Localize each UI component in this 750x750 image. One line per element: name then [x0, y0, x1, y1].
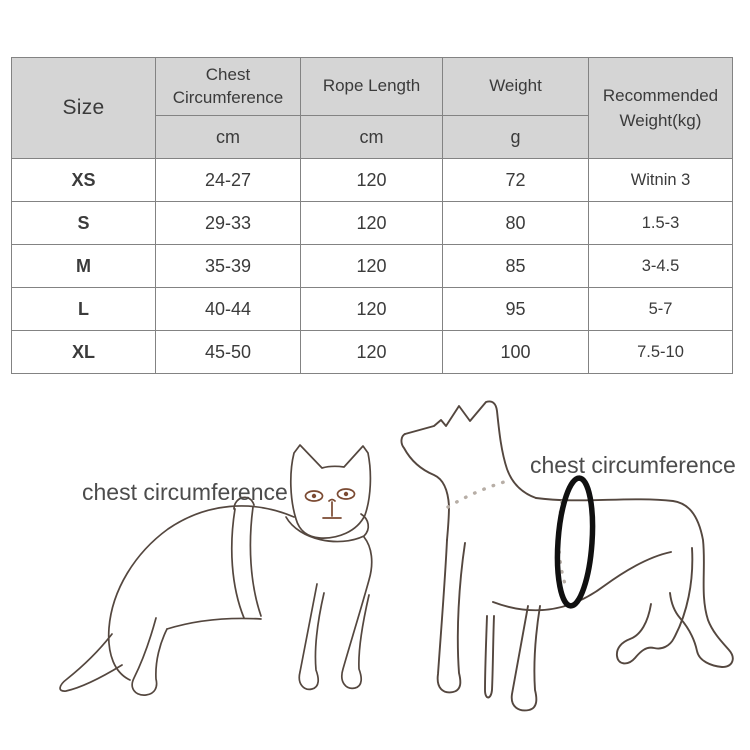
cat-harness-strap — [230, 496, 262, 619]
size-value: L — [11, 287, 156, 331]
recommended-value: 3-4.5 — [588, 244, 733, 288]
dog-neck-dotted-line — [446, 480, 506, 509]
cat-face — [304, 488, 356, 519]
unit-weight-g: g — [442, 115, 589, 159]
dog-belly-line — [492, 551, 672, 612]
cat-harness-collar — [285, 513, 370, 543]
cat-hind-leg — [131, 617, 168, 696]
cat-right-eye — [336, 488, 356, 500]
chest-value: 45-50 — [155, 330, 301, 374]
rope-value: 120 — [300, 201, 443, 245]
chest-value: 29-33 — [155, 201, 301, 245]
dog-chest-circumference-label: chest circumference — [530, 452, 736, 478]
cat-left-eye — [304, 490, 324, 502]
recommended-value: Witnin 3 — [588, 158, 733, 202]
header-row-units: cm cm g — [12, 115, 733, 159]
dog-head-outline — [404, 400, 537, 499]
cat-belly-line — [166, 617, 262, 630]
column-header-weight: Weight — [442, 57, 589, 116]
size-chart-table: Size Chest Circumference Rope Length Wei… — [11, 57, 733, 374]
size-value: M — [11, 244, 156, 288]
dog-back-rump-outline — [535, 497, 734, 668]
rope-value: 120 — [300, 244, 443, 288]
weight-value: 72 — [442, 158, 589, 202]
unit-chest-cm: cm — [155, 115, 301, 159]
column-header-chest-circumference: Chest Circumference — [155, 57, 301, 116]
cat-chest-circumference-label: chest circumference — [82, 479, 288, 505]
size-value: XS — [11, 158, 156, 202]
chest-value: 40-44 — [155, 287, 301, 331]
dog-front-leg-far — [510, 605, 541, 712]
cat-front-legs — [298, 536, 373, 691]
cat-nose-mouth — [322, 498, 342, 519]
chest-value: 24-27 — [155, 158, 301, 202]
dog-front-leg-near — [436, 539, 466, 694]
column-header-size: Size — [11, 57, 156, 159]
cat-right-pupil — [343, 491, 349, 497]
weight-value: 95 — [442, 287, 589, 331]
size-value: S — [11, 201, 156, 245]
weight-value: 80 — [442, 201, 589, 245]
size-value: XL — [11, 330, 156, 374]
cat-head-outline — [289, 444, 372, 539]
chest-value: 35-39 — [155, 244, 301, 288]
table-row-xs: XS 24-27 120 72 Witnin 3 — [11, 158, 733, 202]
recommended-value: 5-7 — [588, 287, 733, 331]
table-row-s: S 29-33 120 80 1.5-3 — [11, 201, 733, 245]
weight-value: 100 — [442, 330, 589, 374]
recommended-value: 7.5-10 — [588, 330, 733, 374]
weight-value: 85 — [442, 244, 589, 288]
dog-chest-ring — [554, 475, 596, 609]
cat-left-pupil — [311, 493, 317, 499]
rope-value: 120 — [300, 330, 443, 374]
table-row-m: M 35-39 120 85 3-4.5 — [11, 244, 733, 288]
dog-hind-leg-near — [615, 547, 694, 665]
dog-front-leg-gap — [484, 615, 495, 699]
cat-tail — [59, 633, 123, 692]
header-row-labels: Size Chest Circumference Rope Length Wei… — [11, 57, 733, 159]
unit-rope-cm: cm — [300, 115, 443, 159]
rope-value: 120 — [300, 287, 443, 331]
table-row-xl: XL 45-50 120 100 7.5-10 — [11, 330, 733, 374]
column-header-recommended-weight: Recommended Weight(kg) — [588, 57, 733, 159]
rope-value: 120 — [300, 158, 443, 202]
cat-back-outline — [107, 505, 295, 681]
table-row-l: L 40-44 120 95 5-7 — [11, 287, 733, 331]
dog-illustration — [400, 400, 734, 712]
dog-jaw-chest-outline — [400, 433, 450, 541]
column-header-rope-length: Rope Length — [300, 57, 443, 116]
recommended-value: 1.5-3 — [588, 201, 733, 245]
cat-illustration — [59, 444, 373, 696]
